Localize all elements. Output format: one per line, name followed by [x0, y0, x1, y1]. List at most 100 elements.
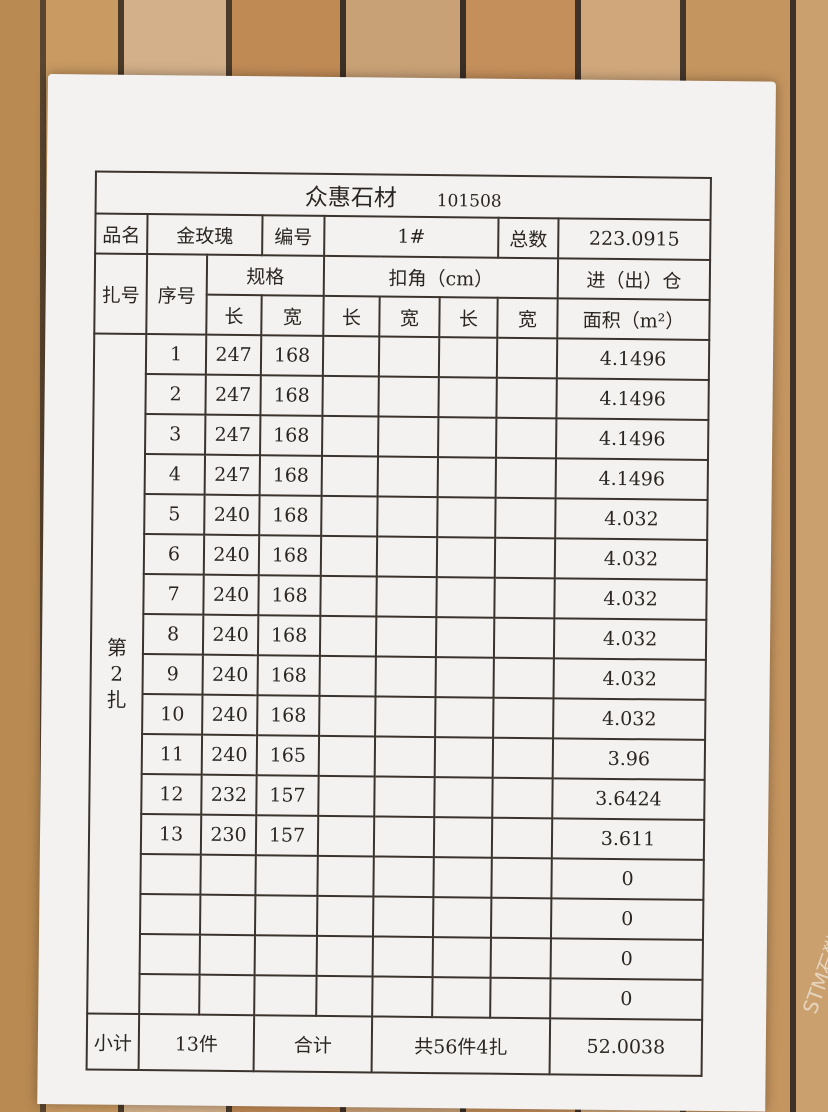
deduct-cell [437, 457, 497, 498]
deduct-cell [434, 737, 494, 778]
table-row: 11 240 165 3.96 [90, 733, 706, 780]
length-cell: 232 [201, 774, 257, 816]
area-cell: 4.1496 [555, 458, 709, 500]
seq-cell [139, 894, 201, 935]
deduct-cell [492, 777, 553, 819]
width-cell: 168 [259, 455, 323, 496]
table-row: 12 232 157 3.6424 [89, 773, 705, 820]
deduct-cell [490, 977, 551, 1019]
seq-cell: 8 [142, 614, 204, 655]
deduct-cell [438, 377, 497, 418]
deduct-cell [318, 735, 376, 777]
length-cell: 240 [202, 654, 258, 696]
total-value: 223.0915 [558, 218, 711, 260]
seq-cell: 11 [141, 734, 203, 775]
table-row: 2 247 168 4.1496 [93, 373, 709, 420]
seq-cell: 5 [144, 494, 205, 535]
table-row: 5 240 168 4.032 [92, 493, 708, 540]
deduct-cell [374, 776, 435, 818]
deduct-cell [377, 456, 439, 498]
col-bundle: 扎号 [94, 253, 148, 335]
deduct-cell [436, 577, 495, 618]
width-cell [254, 935, 317, 976]
deduct-cell [494, 577, 555, 619]
deduct-cell [318, 775, 375, 817]
col-deduct: 扣角（cm） [323, 255, 559, 299]
width-cell: 168 [259, 495, 322, 536]
deduct-cell [495, 497, 556, 539]
width-cell: 168 [260, 375, 323, 416]
bundle-label-char: 2 [110, 661, 124, 686]
width-cell [254, 895, 318, 936]
deduct-cell [432, 977, 491, 1018]
col-deduct-length: 长 [323, 295, 380, 337]
deduct-cell [490, 937, 551, 979]
seq-cell: 10 [142, 694, 203, 735]
width-cell: 168 [257, 655, 320, 696]
deduct-cell [491, 817, 553, 859]
table-row: 13 230 157 3.611 [89, 813, 705, 860]
deduct-cell [438, 417, 497, 458]
area-cell: 4.032 [554, 538, 708, 580]
width-cell: 157 [255, 815, 319, 856]
deduct-cell [319, 655, 376, 697]
deduct-cell [375, 696, 436, 738]
width-cell: 168 [257, 695, 320, 736]
subtotal-value: 13件 [138, 1014, 255, 1072]
area-cell: 3.6424 [552, 778, 705, 820]
area-cell: 0 [550, 938, 704, 980]
area-cell: 4.032 [553, 698, 706, 740]
deduct-cell [317, 855, 374, 897]
deduct-cell [432, 897, 492, 938]
deduct-cell [322, 375, 379, 417]
length-cell: 247 [204, 454, 261, 496]
deduct-cell [433, 817, 493, 858]
length-cell [199, 934, 255, 976]
length-cell: 247 [205, 334, 262, 376]
document-code: 101508 [436, 191, 502, 212]
product-name: 金玫瑰 [147, 214, 263, 256]
col-area-line2: 面积（m²） [557, 298, 710, 340]
deduct-cell [319, 695, 376, 737]
table-row: 3 247 168 4.1496 [93, 413, 709, 460]
deduct-cell [321, 455, 379, 497]
deduct-cell [378, 336, 440, 378]
table-row: 0 [88, 933, 704, 980]
deduct-cell [495, 457, 557, 499]
deduct-cell [320, 575, 377, 617]
deduct-cell [435, 657, 494, 698]
company-name: 众惠石材 [304, 184, 397, 212]
watermark: STM石猫 [797, 931, 828, 1017]
deduct-cell [372, 936, 433, 978]
deduct-cell [491, 857, 552, 899]
deduct-cell [373, 856, 434, 898]
number-label: 编号 [262, 215, 325, 256]
deduct-cell [494, 537, 556, 579]
area-cell: 0 [551, 858, 704, 900]
area-cell: 3.96 [552, 738, 706, 780]
col-spec: 规格 [206, 254, 325, 296]
subtotal-label: 小计 [86, 1013, 140, 1071]
length-cell: 240 [204, 494, 260, 536]
area-cell: 4.032 [553, 658, 706, 700]
stone-inventory-table: 众惠石材 101508 品名 金玫瑰 编号 1# 总数 223.0915 扎号 序… [86, 170, 712, 1076]
length-cell: 240 [203, 534, 260, 576]
deduct-cell [435, 697, 494, 738]
seq-cell: 7 [143, 574, 204, 615]
width-cell [254, 975, 317, 1016]
width-cell: 168 [258, 535, 322, 576]
deduct-cell [436, 537, 496, 578]
col-width: 宽 [261, 295, 324, 336]
product-number: 1# [324, 215, 499, 258]
seq-cell: 12 [141, 774, 202, 815]
length-cell: 247 [205, 374, 261, 416]
width-cell: 168 [260, 335, 324, 376]
length-cell [199, 894, 256, 936]
width-cell: 168 [258, 575, 321, 616]
col-deduct-width-2: 宽 [497, 297, 558, 339]
length-cell: 240 [201, 734, 258, 776]
deduct-cell [319, 615, 377, 657]
deduct-cell [493, 657, 554, 699]
width-cell: 168 [260, 415, 323, 456]
